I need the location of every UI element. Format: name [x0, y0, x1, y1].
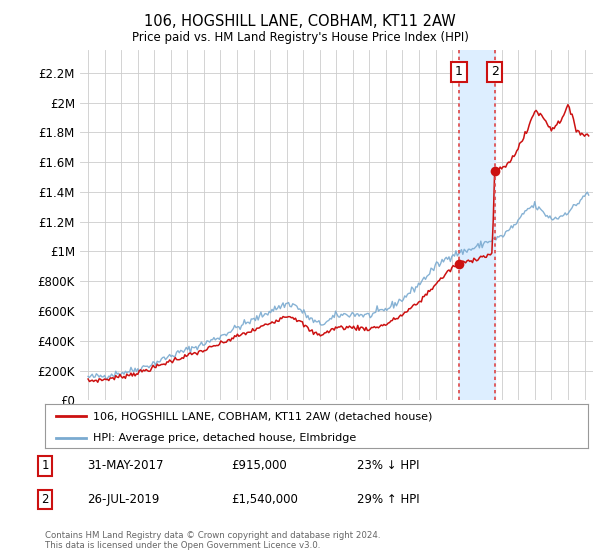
Text: 1: 1	[455, 66, 463, 78]
Text: 106, HOGSHILL LANE, COBHAM, KT11 2AW (detached house): 106, HOGSHILL LANE, COBHAM, KT11 2AW (de…	[93, 411, 432, 421]
Text: 31-MAY-2017: 31-MAY-2017	[87, 459, 163, 473]
Text: 23% ↓ HPI: 23% ↓ HPI	[357, 459, 419, 473]
Text: 106, HOGSHILL LANE, COBHAM, KT11 2AW: 106, HOGSHILL LANE, COBHAM, KT11 2AW	[144, 14, 456, 29]
Text: £1,540,000: £1,540,000	[231, 493, 298, 506]
Text: HPI: Average price, detached house, Elmbridge: HPI: Average price, detached house, Elmb…	[93, 433, 356, 444]
Text: 29% ↑ HPI: 29% ↑ HPI	[357, 493, 419, 506]
Text: Contains HM Land Registry data © Crown copyright and database right 2024.
This d: Contains HM Land Registry data © Crown c…	[45, 531, 380, 550]
Text: 26-JUL-2019: 26-JUL-2019	[87, 493, 160, 506]
Bar	[459, 50, 494, 400]
Text: 1: 1	[41, 459, 49, 473]
Text: £915,000: £915,000	[231, 459, 287, 473]
Text: 2: 2	[491, 66, 499, 78]
Text: Price paid vs. HM Land Registry's House Price Index (HPI): Price paid vs. HM Land Registry's House …	[131, 31, 469, 44]
Text: 2: 2	[41, 493, 49, 506]
